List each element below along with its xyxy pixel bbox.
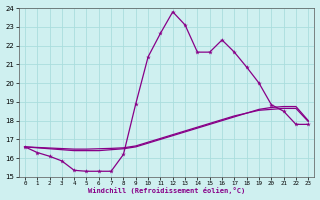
X-axis label: Windchill (Refroidissement éolien,°C): Windchill (Refroidissement éolien,°C) (88, 187, 245, 194)
